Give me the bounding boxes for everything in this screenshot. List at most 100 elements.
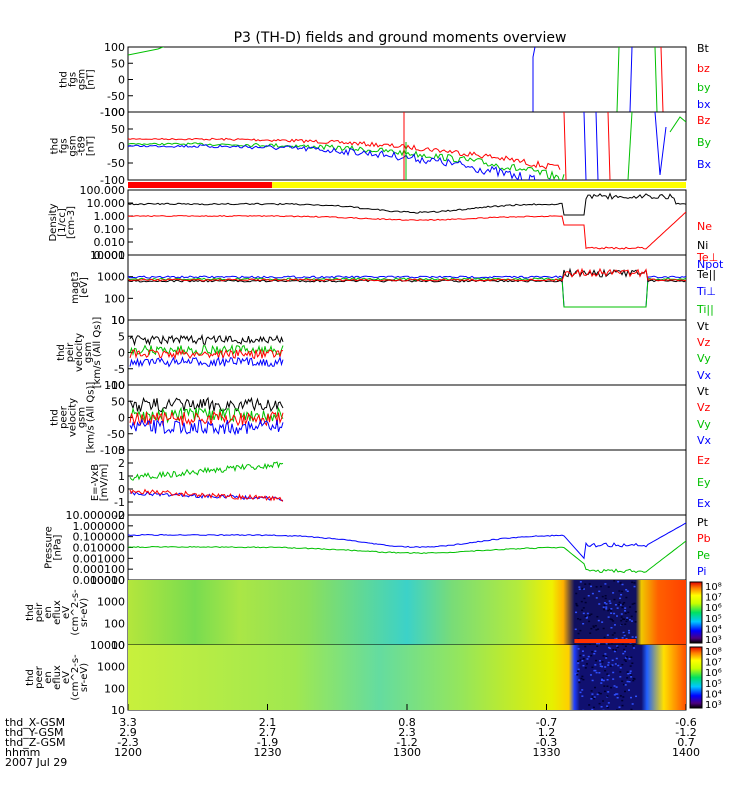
x-axis: 3.32.9-2.312002.12.7-1.912300.82.3-1.213… bbox=[5, 704, 700, 769]
y-axis-label-line: gsm bbox=[77, 407, 88, 428]
spectrogram-pixel bbox=[603, 636, 606, 639]
spectrogram-pixel bbox=[577, 668, 580, 671]
legend-Vz: Vz bbox=[697, 401, 711, 414]
spectrogram-pixel bbox=[629, 670, 632, 672]
spectrogram-pixel bbox=[617, 580, 620, 583]
spectrogram-pixel bbox=[582, 657, 585, 660]
spectrogram-pixel bbox=[606, 685, 609, 687]
y-tick-label: -1 bbox=[114, 496, 125, 509]
spectrogram-pixel bbox=[620, 616, 623, 618]
spectrogram-pixel bbox=[594, 669, 597, 672]
x-ephemeris-value: 2.3 bbox=[398, 726, 416, 739]
spectrogram-pixel bbox=[614, 663, 617, 665]
spectrogram-pixel bbox=[607, 691, 610, 693]
colorbar-label: 10⁴ bbox=[705, 689, 722, 700]
colorbar-scale bbox=[689, 646, 703, 709]
spectrogram-pixel bbox=[588, 614, 591, 617]
y-axis-label-line: fgs bbox=[68, 72, 79, 87]
y-tick-label: -100 bbox=[100, 444, 125, 457]
y-axis-label-line: Density bbox=[48, 203, 59, 241]
spectrogram-pixel bbox=[634, 621, 637, 623]
legend-Ne: Ne bbox=[697, 220, 712, 233]
x-ephemeris-value: 2.7 bbox=[259, 726, 277, 739]
spectrogram-pixel bbox=[592, 626, 595, 628]
spectrogram-pixel bbox=[621, 637, 624, 639]
y-axis-label-line: Pressure bbox=[44, 526, 55, 569]
spectrogram-pixel bbox=[598, 603, 601, 605]
spectrogram-pixel bbox=[578, 679, 581, 681]
spectrogram-pixel bbox=[581, 587, 584, 590]
x-tick-label: 1300 bbox=[393, 746, 421, 759]
y-axis-label-line: velocity bbox=[68, 398, 79, 437]
spectrogram-pixel bbox=[574, 628, 577, 631]
spectrogram-pixel bbox=[616, 646, 619, 649]
spectrogram-pixel bbox=[622, 696, 625, 698]
spectrogram-pixel bbox=[582, 622, 585, 625]
spectrogram-pixel bbox=[612, 620, 615, 622]
spectrogram-pixel bbox=[579, 581, 582, 583]
spectrogram-pixel bbox=[610, 608, 613, 610]
spectrogram-pixel bbox=[600, 682, 603, 684]
spectrogram-pixel bbox=[601, 677, 604, 679]
colorbar-label: 10⁴ bbox=[705, 624, 722, 635]
y-axis-label-line: fgs bbox=[59, 138, 70, 153]
spectrogram-pixel bbox=[585, 616, 588, 619]
spectrogram-pixel bbox=[584, 615, 587, 618]
y-axis-label-line: thd bbox=[25, 604, 36, 621]
legend-Pt: Pt bbox=[697, 516, 709, 529]
spectrogram-pixel bbox=[585, 617, 588, 619]
spectrogram-pixel bbox=[577, 670, 580, 672]
spectrogram-pixel bbox=[609, 618, 612, 620]
x-ephemeris-value: 0.8 bbox=[398, 716, 416, 729]
spectrogram-pixel bbox=[628, 629, 631, 632]
spectrogram-pixel bbox=[621, 663, 624, 666]
y-axis-label-line: en bbox=[43, 671, 54, 684]
y-axis-label-line: eV bbox=[61, 606, 72, 619]
spectrogram-pixel bbox=[619, 604, 622, 606]
y-axis-label-line: [nT] bbox=[86, 136, 97, 156]
series-Ex bbox=[129, 491, 284, 502]
spectrogram-pixel bbox=[625, 638, 628, 640]
panel-content bbox=[128, 645, 686, 710]
spectrogram-pixel bbox=[618, 706, 621, 708]
legend-Te||: Te|| bbox=[696, 268, 716, 281]
spectrogram-pixel bbox=[594, 686, 597, 689]
x-ephemeris-value: -1.2 bbox=[675, 726, 696, 739]
spectrogram-pixel bbox=[588, 620, 591, 623]
spectrogram-pixel bbox=[633, 647, 636, 649]
spectrogram-pixel bbox=[590, 698, 593, 700]
spike-By bbox=[627, 112, 633, 180]
spectrogram-pixel bbox=[591, 666, 594, 669]
spectrogram-pixel bbox=[635, 695, 638, 698]
y-tick-label: 50 bbox=[111, 395, 125, 408]
spectrogram-pixel bbox=[578, 681, 581, 684]
y-axis-label-line: [km/s (All Qs)] bbox=[92, 317, 103, 389]
y-axis-label-line: thd bbox=[50, 138, 61, 155]
spectrogram-pixel bbox=[623, 618, 626, 620]
y-tick-label: -2 bbox=[114, 509, 125, 522]
spike-Bz bbox=[607, 112, 611, 180]
spectrogram-pixel bbox=[594, 664, 597, 666]
spectrogram-pixel bbox=[632, 677, 635, 680]
spectrogram-pixel bbox=[629, 606, 632, 608]
spectrogram-pixel bbox=[612, 648, 615, 651]
y-tick-label: 100.000 bbox=[80, 184, 126, 197]
spectrogram-pixel bbox=[607, 646, 610, 649]
spectrogram-pixel bbox=[602, 655, 605, 657]
x-ephemeris-value: -0.6 bbox=[675, 716, 696, 729]
series-bx bbox=[629, 47, 633, 112]
series-Bz bbox=[128, 137, 561, 170]
spectrogram-pixel bbox=[606, 705, 609, 707]
colorbar-label: 10³ bbox=[705, 700, 722, 711]
panel-group: 100500-50-100thdfgsgsm[nT]Btbzbybx100500… bbox=[25, 41, 724, 717]
spectrogram-pixel bbox=[615, 615, 618, 617]
spectrogram-pixel bbox=[620, 613, 623, 615]
series-by bbox=[128, 47, 165, 56]
spectrogram-pixel bbox=[577, 632, 580, 635]
spectrogram-pixel bbox=[617, 603, 620, 606]
spectrogram-pixel bbox=[577, 662, 580, 664]
spectrogram-pixel bbox=[601, 661, 604, 663]
spectrogram-pixel bbox=[621, 583, 624, 586]
spectrogram-pixel bbox=[579, 654, 582, 657]
